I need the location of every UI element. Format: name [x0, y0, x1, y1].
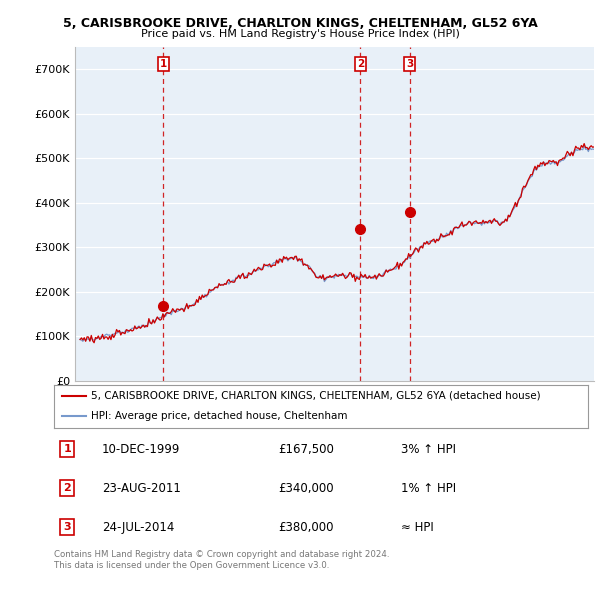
Text: Price paid vs. HM Land Registry's House Price Index (HPI): Price paid vs. HM Land Registry's House … — [140, 29, 460, 39]
Text: 2: 2 — [64, 483, 71, 493]
Text: 1% ↑ HPI: 1% ↑ HPI — [401, 481, 456, 495]
Text: 24-JUL-2014: 24-JUL-2014 — [102, 521, 175, 534]
Text: Contains HM Land Registry data © Crown copyright and database right 2024.: Contains HM Land Registry data © Crown c… — [54, 550, 389, 559]
Text: 5, CARISBROOKE DRIVE, CHARLTON KINGS, CHELTENHAM, GL52 6YA: 5, CARISBROOKE DRIVE, CHARLTON KINGS, CH… — [62, 17, 538, 30]
Text: £380,000: £380,000 — [278, 521, 334, 534]
Text: HPI: Average price, detached house, Cheltenham: HPI: Average price, detached house, Chel… — [91, 411, 348, 421]
Text: 3: 3 — [406, 59, 413, 69]
Text: 2: 2 — [357, 59, 364, 69]
Text: 1: 1 — [64, 444, 71, 454]
Text: £167,500: £167,500 — [278, 442, 334, 455]
Text: £340,000: £340,000 — [278, 481, 334, 495]
Text: This data is licensed under the Open Government Licence v3.0.: This data is licensed under the Open Gov… — [54, 560, 329, 569]
Text: 10-DEC-1999: 10-DEC-1999 — [102, 442, 181, 455]
Text: 3: 3 — [64, 522, 71, 532]
Text: 1: 1 — [160, 59, 167, 69]
Text: 23-AUG-2011: 23-AUG-2011 — [102, 481, 181, 495]
Text: 3% ↑ HPI: 3% ↑ HPI — [401, 442, 456, 455]
Text: 5, CARISBROOKE DRIVE, CHARLTON KINGS, CHELTENHAM, GL52 6YA (detached house): 5, CARISBROOKE DRIVE, CHARLTON KINGS, CH… — [91, 391, 541, 401]
Text: ≈ HPI: ≈ HPI — [401, 521, 434, 534]
